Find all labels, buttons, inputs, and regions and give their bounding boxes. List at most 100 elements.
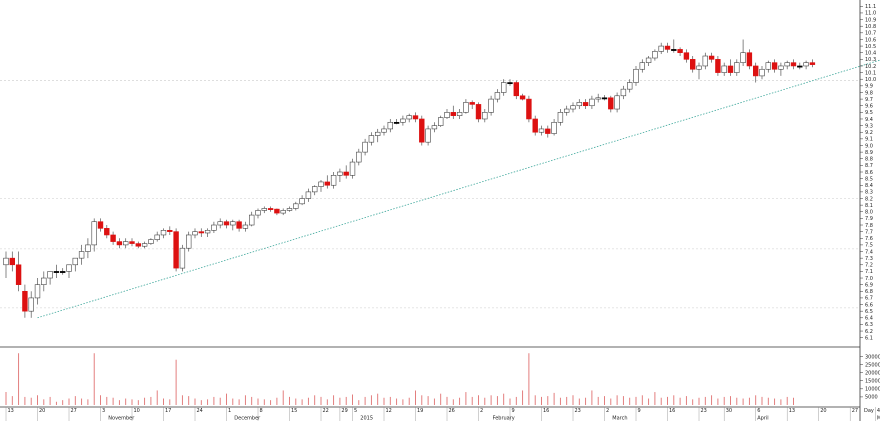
- candle-body: [790, 62, 797, 67]
- candle-body: [419, 118, 425, 143]
- price-tick-label: 8.3: [865, 190, 873, 196]
- price-tick-label: 6.6: [865, 302, 873, 308]
- candle-body: [532, 118, 538, 133]
- price-tick-label: 7.5: [865, 243, 873, 249]
- date-tick-label: 27: [852, 408, 858, 414]
- date-tick-label: 20: [39, 408, 45, 414]
- candle-body: [797, 65, 803, 68]
- candle-body: [601, 97, 608, 100]
- date-tick-label: 2: [480, 408, 483, 414]
- candle-body: [765, 62, 772, 70]
- candle-body: [652, 51, 658, 59]
- candle-body: [280, 210, 286, 214]
- candle-body: [482, 112, 488, 120]
- date-tick-label: 24: [197, 408, 203, 414]
- date-tick-label: 2: [606, 408, 609, 414]
- candle-body: [721, 65, 727, 73]
- price-tick-label: 8.8: [865, 157, 873, 163]
- price-tick-label: 11.0: [865, 11, 876, 17]
- candle-body: [28, 297, 34, 312]
- price-tick-label: 10.9: [865, 17, 876, 23]
- volume-tick-label: 5000: [865, 395, 878, 401]
- candle-body: [507, 82, 513, 85]
- candle-body: [9, 257, 15, 266]
- candle-body: [160, 230, 167, 236]
- price-tick-label: 9.4: [865, 117, 873, 123]
- date-tick-label: 4: [877, 408, 880, 414]
- price-tick-label: 8.5: [865, 176, 873, 182]
- candle-body: [356, 151, 362, 163]
- candle-body: [519, 95, 526, 100]
- candle-body: [15, 264, 22, 285]
- candle-body: [696, 65, 702, 70]
- price-tick-label: 10.1: [865, 70, 876, 76]
- volume-tick-label: 30000: [865, 354, 880, 360]
- price-tick-label: 6.2: [865, 329, 873, 335]
- price-tick-label: 7.7: [865, 229, 873, 235]
- price-tick-label: 10.8: [865, 24, 876, 30]
- candle-body: [186, 234, 192, 249]
- candle-body: [318, 181, 324, 187]
- price-tick-label: 10.7: [865, 31, 876, 37]
- price-tick-label: 7.1: [865, 269, 873, 275]
- candle-body: [72, 257, 79, 266]
- price-tick-label: 6.4: [865, 316, 873, 322]
- candle-body: [22, 290, 28, 312]
- candle-body: [633, 68, 639, 83]
- price-tick-label: 7.9: [865, 216, 873, 222]
- candle-body: [639, 62, 646, 70]
- candle-body: [223, 221, 230, 226]
- candle-body: [242, 224, 249, 229]
- candle-body: [116, 241, 123, 246]
- date-tick-label: 19: [417, 408, 423, 414]
- price-grid: [0, 59, 880, 319]
- date-tick-label: 10: [134, 408, 140, 414]
- candle-body: [293, 203, 299, 209]
- price-tick-label: 7.0: [865, 276, 873, 282]
- candle-body: [620, 88, 627, 97]
- candle-body: [305, 191, 312, 199]
- candle-body: [91, 221, 97, 246]
- date-tick-label: 22: [323, 408, 329, 414]
- candle-body: [727, 65, 734, 73]
- candle-body: [595, 97, 601, 100]
- price-tick-label: 8.6: [865, 170, 873, 176]
- price-tick-label: 8.1: [865, 203, 873, 209]
- candle-body: [286, 208, 293, 211]
- candle-body: [759, 68, 765, 77]
- month-label: November: [108, 416, 135, 421]
- x-axis-end-label: Day: [864, 408, 874, 414]
- date-tick-label: 3: [102, 408, 105, 414]
- price-tick-label: 6.1: [865, 335, 873, 341]
- candle-body: [677, 49, 683, 54]
- month-label: April: [757, 416, 768, 421]
- candle-body: [129, 241, 135, 244]
- candle-body: [135, 243, 141, 247]
- candle-body: [173, 231, 179, 269]
- candle-body: [708, 55, 715, 60]
- candle-body: [104, 228, 110, 236]
- price-tick-label: 11.1: [865, 4, 876, 10]
- candle-body: [513, 82, 520, 97]
- price-tick-label: 6.5: [865, 309, 873, 315]
- price-tick-label: 10.0: [865, 77, 876, 83]
- candle-body: [809, 62, 816, 65]
- price-panel: [3, 39, 816, 318]
- candle-body: [148, 239, 154, 244]
- candle-body: [500, 82, 507, 93]
- candle-body: [59, 271, 66, 273]
- candle-body: [236, 221, 242, 229]
- candle-body: [463, 102, 469, 113]
- date-tick-label: 6: [757, 408, 760, 414]
- price-tick-label: 7.4: [865, 249, 873, 255]
- date-tick-label: 9: [512, 408, 515, 414]
- price-tick-label: 10.5: [865, 44, 876, 50]
- candle-body: [456, 112, 463, 116]
- price-tick-label: 9.1: [865, 137, 873, 143]
- candle-body: [778, 65, 784, 70]
- candle-body: [570, 105, 576, 110]
- candle-body: [330, 175, 337, 186]
- candle-body: [494, 92, 501, 100]
